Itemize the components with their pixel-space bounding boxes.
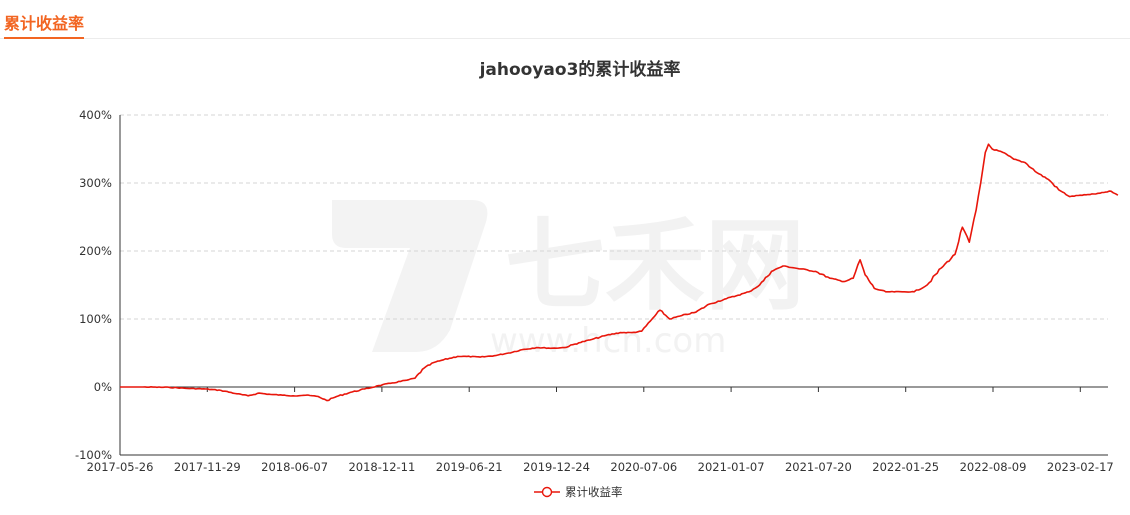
series-line-cumulative-return <box>120 143 1119 402</box>
y-tick-label: -100% <box>75 448 112 462</box>
x-tick-label: 2021-07-20 <box>785 460 852 474</box>
tab-bar: 累计收益率 <box>0 0 1130 39</box>
x-tick-label: 2018-06-07 <box>261 460 328 474</box>
x-tick-label: 2017-11-29 <box>174 460 241 474</box>
y-tick-label: 0% <box>94 380 112 394</box>
x-axis <box>119 115 1108 456</box>
watermark-logo-icon <box>332 200 488 352</box>
x-tick-label: 2019-06-21 <box>436 460 503 474</box>
legend-marker-icon <box>541 486 553 498</box>
x-tick-label: 2017-05-26 <box>87 460 154 474</box>
legend[interactable]: 累计收益率 <box>534 485 623 499</box>
watermark-brand: 七禾网 <box>505 207 805 324</box>
y-tick-label: 300% <box>79 176 112 190</box>
x-tick-label: 2018-12-11 <box>348 460 415 474</box>
y-tick-label: 100% <box>79 312 112 326</box>
watermark-url: www.hcn.com <box>490 321 726 361</box>
x-tick-label: 2021-01-07 <box>698 460 765 474</box>
x-tick-label: 2022-01-25 <box>872 460 939 474</box>
y-tick-label: 200% <box>79 244 112 258</box>
y-tick-labels: -100% 0% 100% 200% 300% 400% <box>75 108 112 462</box>
x-tick-label: 2023-02-17 <box>1047 460 1114 474</box>
x-tick-label: 2020-07-06 <box>610 460 677 474</box>
x-tick-labels: 2017-05-26 2017-11-29 2018-06-07 2018-12-11… <box>87 460 1114 474</box>
x-tick-label: 2022-08-09 <box>960 460 1027 474</box>
watermark: 七禾网 www.hcn.com <box>332 200 805 361</box>
chart-title: jahooyao3的累计收益率 <box>479 59 681 80</box>
y-tick-label: 400% <box>79 108 112 122</box>
legend-label: 累计收益率 <box>565 485 623 499</box>
x-tick-label: 2019-12-24 <box>523 460 590 474</box>
tab-cumulative-return[interactable]: 累计收益率 <box>4 14 85 39</box>
